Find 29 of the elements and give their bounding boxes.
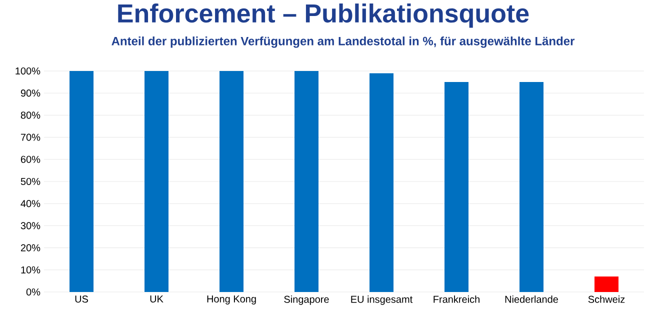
x-tick-label: EU insgesamt [351, 296, 413, 305]
bar [294, 70, 318, 292]
y-tick-label: 20% [20, 244, 40, 252]
y-tick-label: 90% [20, 90, 40, 97]
bar [220, 70, 244, 292]
y-tick-label: 10% [21, 266, 40, 274]
bar [70, 70, 94, 292]
bar [519, 82, 544, 292]
x-tick-label: UK [150, 296, 164, 302]
bar [594, 276, 618, 292]
y-tick-label: 80% [20, 112, 40, 119]
bar [144, 70, 169, 292]
x-tick-label: US [75, 296, 88, 303]
bar [444, 82, 468, 292]
x-tick-label: Singapore [284, 296, 329, 305]
y-tick-label: 100% [16, 67, 40, 75]
y-tick-label: 70% [20, 134, 40, 141]
y-tick-label: 60% [20, 156, 40, 163]
y-tick-label: 40% [20, 200, 40, 208]
chart-title: Enforcement – Publikationsquote [118, 4, 529, 28]
bar [370, 73, 394, 292]
y-tick-label: 30% [20, 222, 40, 230]
x-tick-label: Niederlande [505, 296, 558, 303]
x-tick-label: Frankreich [434, 296, 480, 303]
y-tick-label: 50% [20, 178, 40, 186]
chart-subtitle: Anteil der publizierten Verfügungen am Landestotal in %, für ausgewählte Länder [112, 36, 575, 48]
y-tick-label: 0% [26, 288, 40, 296]
x-tick-label: Schweiz [588, 296, 625, 303]
x-tick-label: Hong Kong [207, 296, 256, 304]
